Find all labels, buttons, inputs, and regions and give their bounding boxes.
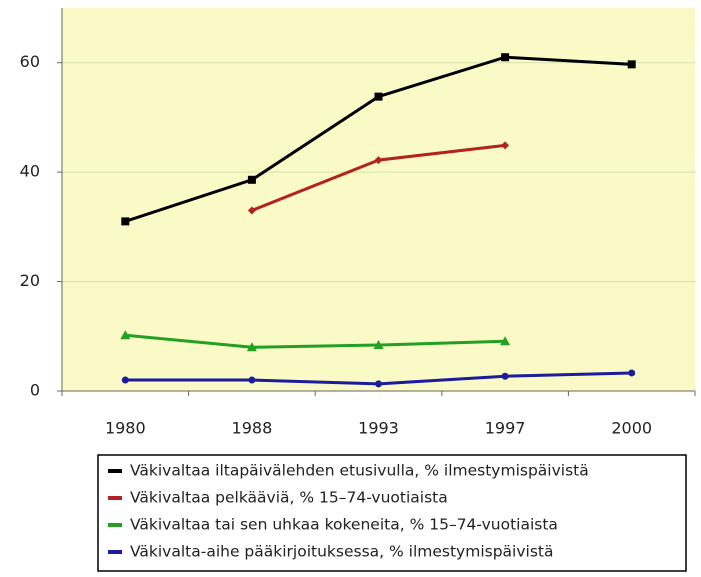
- x-tick-label: 2000: [611, 419, 652, 438]
- y-tick-label: 0: [30, 381, 40, 400]
- marker: [121, 376, 129, 384]
- legend-label: Väkivaltaa iltapäivälehden etusivulla, %…: [130, 462, 589, 480]
- marker: [375, 380, 382, 388]
- marker: [501, 141, 510, 150]
- legend-label: Väkivaltaa pelkääviä, % 15–74-vuotiaista: [130, 489, 448, 507]
- y-tick-label: 20: [20, 271, 40, 290]
- marker: [500, 336, 511, 346]
- marker: [247, 206, 256, 215]
- marker: [374, 92, 383, 101]
- y-tick-label: 40: [20, 162, 40, 181]
- marker: [627, 60, 636, 69]
- marker: [374, 156, 383, 165]
- legend: Väkivaltaa iltapäivälehden etusivulla, %…: [97, 454, 687, 572]
- marker: [248, 376, 256, 384]
- y-tick-label: 60: [20, 52, 40, 71]
- marker: [628, 369, 636, 377]
- legend-label: Väkivaltaa tai sen uhkaa kokeneita, % 15…: [130, 516, 558, 534]
- series-line: [125, 333, 506, 349]
- plot-area: [62, 8, 695, 391]
- legend-label: Väkivalta-aihe pääkirjoituksessa, % ilme…: [130, 543, 553, 561]
- marker: [120, 330, 131, 340]
- marker: [246, 342, 257, 352]
- x-tick-label: 1988: [232, 419, 273, 438]
- legend-box: [97, 454, 687, 572]
- x-tick-label: 1997: [485, 419, 526, 438]
- x-tick-label: 1980: [105, 419, 146, 438]
- marker: [121, 217, 130, 226]
- marker: [247, 175, 256, 184]
- x-tick-label: 1993: [358, 419, 399, 438]
- marker: [501, 372, 509, 380]
- marker: [501, 53, 510, 62]
- marker: [373, 340, 384, 350]
